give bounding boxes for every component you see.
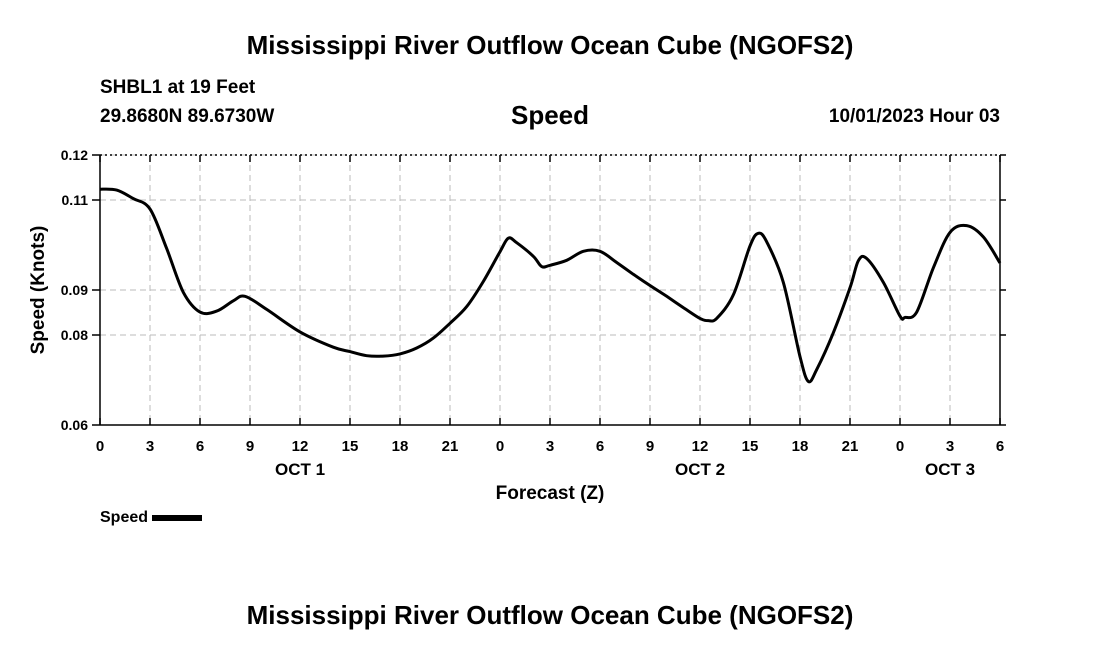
y-axis-label: Speed (Knots) — [28, 226, 49, 355]
x-tick-label: 21 — [842, 438, 859, 455]
x-tick-label: 3 — [146, 438, 154, 455]
x-tick-label: 9 — [646, 438, 654, 455]
axes — [92, 154, 1006, 426]
station-label: SHBL1 at 19 Feet — [100, 77, 256, 98]
x-axis-label: Forecast (Z) — [495, 483, 605, 504]
tick-labels: 0 3 6 9 12 15 18 21 0 3 6 9 12 15 18 21 0 3 6 0.06 0.08 0.09 0… — [28, 147, 1004, 479]
chart-title: Mississippi River Outflow Ocean Cube (NG… — [246, 30, 854, 60]
coordinates-label: 29.8680N 89.6730W — [100, 106, 275, 127]
footer-title: Mississippi River Outflow Ocean Cube (NG… — [246, 600, 854, 630]
y-tick-label: 0.08 — [61, 327, 88, 343]
y-tick-label: 0.11 — [62, 192, 89, 208]
legend-swatch — [152, 515, 203, 521]
day-label: OCT 2 — [675, 460, 725, 479]
y-tick-label: 0.09 — [61, 282, 88, 298]
x-tick-label: 6 — [596, 438, 604, 455]
x-tick-label: 12 — [292, 438, 309, 455]
grid — [100, 154, 1000, 425]
x-tick-label: 21 — [442, 438, 459, 455]
x-tick-label: 0 — [496, 438, 504, 455]
x-tick-label: 0 — [96, 438, 104, 455]
series-line-speed — [99, 187, 1002, 384]
day-label: OCT 1 — [275, 460, 325, 479]
legend: Speed — [100, 509, 203, 527]
chart-subtitle: Speed — [510, 100, 590, 130]
x-tick-label: 18 — [392, 438, 409, 455]
x-tick-label: 0 — [896, 438, 904, 455]
legend-label: Speed — [100, 509, 149, 526]
x-tick-label: 15 — [342, 438, 359, 455]
x-tick-label: 3 — [546, 438, 554, 455]
x-tick-label: 3 — [946, 438, 954, 455]
x-tick-label: 9 — [246, 438, 254, 455]
x-tick-label: 6 — [196, 438, 204, 455]
x-tick-label: 6 — [996, 438, 1004, 455]
x-tick-label: 15 — [742, 438, 759, 455]
x-tick-label: 18 — [792, 438, 809, 455]
day-label: OCT 3 — [925, 460, 975, 479]
y-tick-label: 0.12 — [61, 147, 88, 163]
datetime-label: 10/01/2023 Hour 03 — [828, 106, 1000, 127]
x-tick-label: 12 — [692, 438, 709, 455]
series-layer — [99, 187, 1002, 384]
y-tick-label: 0.06 — [61, 417, 88, 433]
